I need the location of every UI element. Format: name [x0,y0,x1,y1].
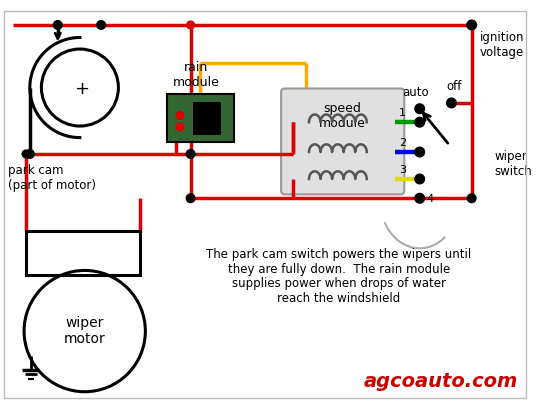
Bar [26,231,140,275]
Text: ignition
voltage: ignition voltage [480,31,524,59]
Text: 1: 1 [399,108,406,118]
Circle shape [468,194,476,202]
Text: auto: auto [403,86,429,99]
Bar [192,102,222,135]
Circle shape [447,98,456,108]
Text: reach the windshield: reach the windshield [277,292,400,305]
Text: they are fully down.  The rain module: they are fully down. The rain module [228,263,450,276]
Text: rain
module: rain module [173,61,220,88]
Circle shape [97,20,106,29]
Circle shape [176,123,184,131]
Circle shape [186,150,195,158]
Circle shape [467,20,476,30]
Text: park cam
(part of motor): park cam (part of motor) [8,164,96,191]
Text: off: off [447,80,462,93]
Text: 2: 2 [399,138,406,148]
Text: The park cam switch powers the wipers until: The park cam switch powers the wipers un… [206,248,471,261]
Circle shape [176,112,184,119]
Text: wiper
motor: wiper motor [64,316,106,346]
Text: 3: 3 [399,165,406,175]
Text: +: + [74,81,89,99]
Text: speed
module: speed module [319,102,366,130]
Circle shape [415,104,425,114]
FancyBboxPatch shape [281,88,404,194]
Circle shape [187,21,195,29]
Text: 4: 4 [426,194,433,204]
Circle shape [53,20,62,29]
FancyBboxPatch shape [167,94,234,142]
Circle shape [415,193,425,203]
Circle shape [415,147,425,157]
Circle shape [415,117,425,127]
Text: wiper
switch: wiper switch [495,150,532,178]
Circle shape [25,150,34,158]
Circle shape [186,194,195,202]
Circle shape [22,150,30,158]
Text: supplies power when drops of water: supplies power when drops of water [232,277,446,290]
Text: agcoauto.com: agcoauto.com [364,372,518,391]
Circle shape [415,174,425,184]
